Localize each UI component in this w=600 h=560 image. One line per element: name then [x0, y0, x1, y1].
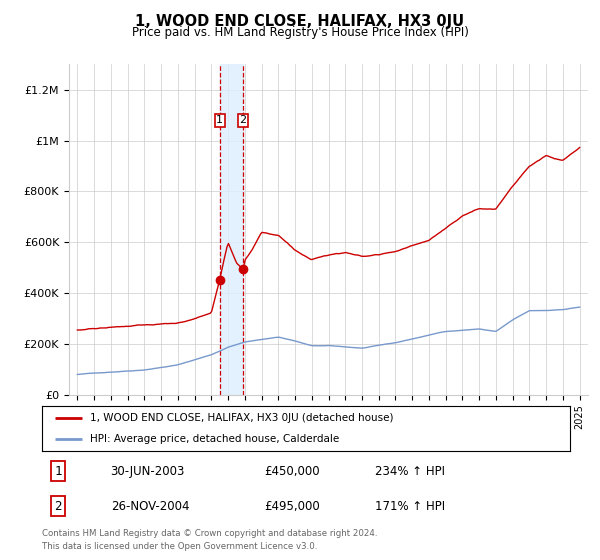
Text: 171% ↑ HPI: 171% ↑ HPI [374, 500, 445, 512]
Text: Contains HM Land Registry data © Crown copyright and database right 2024.: Contains HM Land Registry data © Crown c… [42, 529, 377, 538]
Text: £450,000: £450,000 [264, 465, 319, 478]
Text: 26-NOV-2004: 26-NOV-2004 [110, 500, 189, 512]
Text: 1: 1 [54, 465, 62, 478]
Bar [220, 64, 243, 395]
Text: 2: 2 [239, 115, 247, 125]
Text: HPI: Average price, detached house, Calderdale: HPI: Average price, detached house, Cald… [89, 433, 339, 444]
Text: 30-JUN-2003: 30-JUN-2003 [110, 465, 185, 478]
Text: 1, WOOD END CLOSE, HALIFAX, HX3 0JU: 1, WOOD END CLOSE, HALIFAX, HX3 0JU [136, 14, 464, 29]
Text: 2: 2 [54, 500, 62, 512]
Text: Price paid vs. HM Land Registry's House Price Index (HPI): Price paid vs. HM Land Registry's House … [131, 26, 469, 39]
Text: 234% ↑ HPI: 234% ↑ HPI [374, 465, 445, 478]
Text: 1: 1 [216, 115, 223, 125]
Text: This data is licensed under the Open Government Licence v3.0.: This data is licensed under the Open Gov… [42, 542, 317, 550]
Text: 1, WOOD END CLOSE, HALIFAX, HX3 0JU (detached house): 1, WOOD END CLOSE, HALIFAX, HX3 0JU (det… [89, 413, 393, 423]
Text: £495,000: £495,000 [264, 500, 320, 512]
